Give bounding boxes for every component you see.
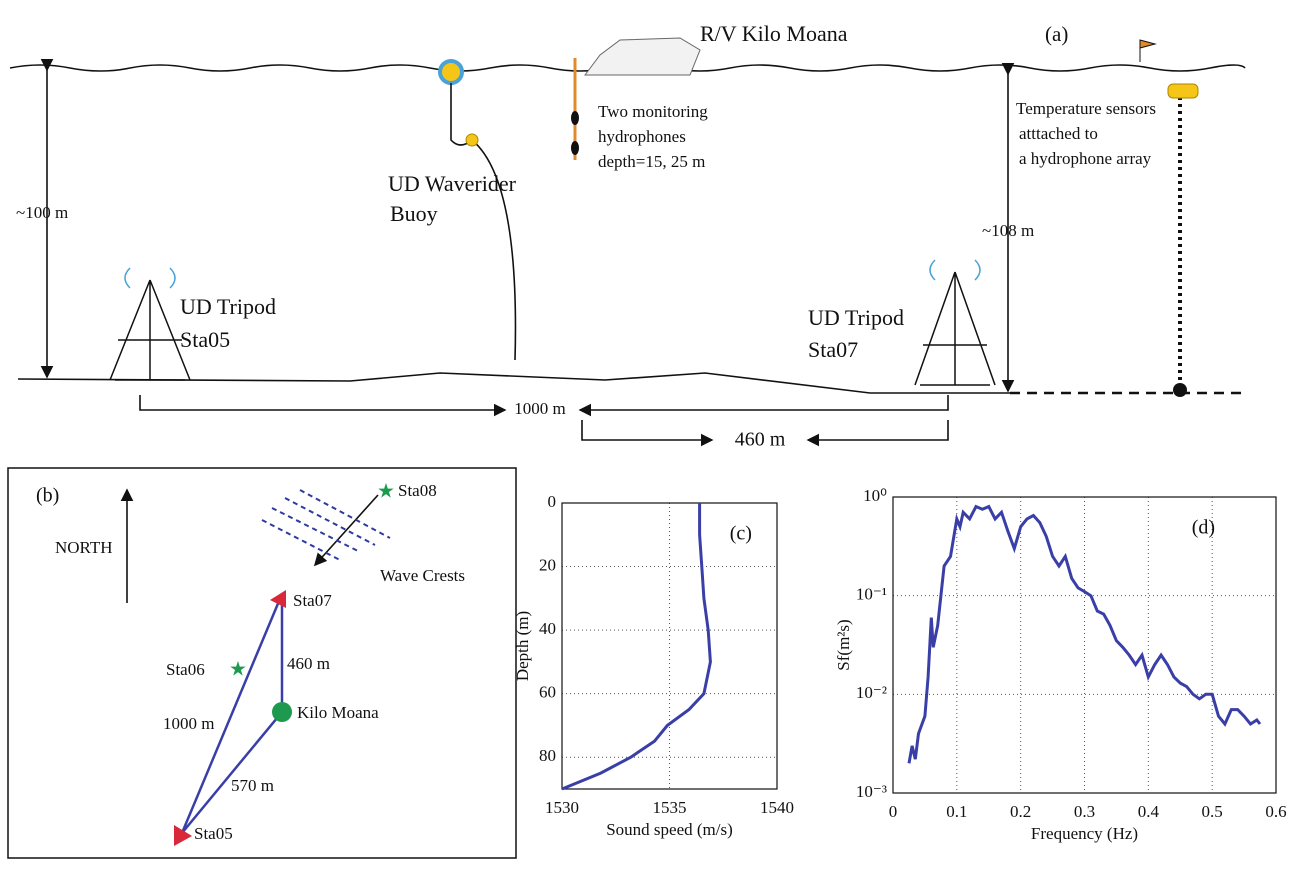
ship	[584, 37, 701, 76]
label: 460 m	[287, 654, 330, 673]
panel-label: (a)	[1045, 22, 1068, 46]
label: 1000 m	[514, 399, 565, 418]
wave-crests	[261, 489, 391, 561]
flag	[1139, 39, 1157, 62]
y-tick-label: 40	[539, 619, 556, 638]
x-tick-label: 0.3	[1074, 802, 1095, 821]
buoy	[438, 59, 464, 85]
x-tick-label: 0.2	[1010, 802, 1031, 821]
label: Buoy	[390, 201, 438, 226]
distance-arrow	[139, 395, 507, 417]
panel-label: (b)	[36, 485, 59, 507]
wave-arrow	[313, 494, 379, 567]
label: Sta07	[293, 591, 332, 610]
frame	[7, 467, 517, 859]
label: depth=15, 25 m	[598, 152, 705, 171]
panel-label: (d)	[1192, 517, 1215, 539]
x-tick-label: 1530	[545, 798, 579, 817]
label: Kilo Moana	[297, 703, 379, 722]
x-tick-label: 1535	[653, 798, 687, 817]
label: Sta07	[808, 337, 858, 362]
label: Sta06	[166, 660, 205, 679]
seafloor	[17, 372, 1010, 394]
panel-b: ★ ★ (b) NORTH Sta08 Wave Crests Sta07 St…	[7, 467, 517, 859]
station	[174, 825, 192, 846]
y-axis-label: Sf(m²s)	[834, 619, 853, 670]
panel-a: (a) R/V Kilo Moana Two monitoring hydrop…	[9, 21, 1246, 451]
y-tick-label: 0	[548, 492, 557, 511]
anchor	[1173, 383, 1187, 397]
y-tick-label: 10⁻³	[856, 782, 887, 801]
panel-label: (c)	[730, 523, 752, 545]
hydrophone	[571, 111, 579, 125]
y-axis-label: Depth (m)	[513, 611, 532, 681]
distance-arrow	[581, 420, 714, 447]
label: 1000 m	[163, 714, 214, 733]
x-tick-label: 0.6	[1265, 802, 1286, 821]
label: Two monitoring	[598, 102, 708, 121]
distance-arrow	[806, 420, 949, 447]
array-float	[1167, 83, 1199, 99]
label: Sta05	[194, 824, 233, 843]
y-tick-label: 10⁻²	[856, 683, 887, 702]
label: Temperature sensors	[1016, 99, 1156, 118]
plot-frame	[892, 496, 1277, 794]
label: atttached to	[1019, 124, 1098, 143]
label: 460 m	[735, 429, 786, 451]
data-line	[907, 504, 1262, 764]
y-tick-label: 20	[539, 555, 556, 574]
hydrophone	[571, 141, 579, 155]
x-tick-label: 0.1	[946, 802, 967, 821]
float	[465, 133, 479, 147]
label: NORTH	[55, 538, 113, 557]
ship-position	[272, 702, 292, 722]
x-axis-label: Frequency (Hz)	[1031, 824, 1138, 843]
data-line	[561, 503, 712, 791]
mooring-line	[450, 83, 517, 361]
y-tick-label: 10⁻¹	[856, 585, 887, 604]
tripod-left	[109, 267, 191, 381]
label: UD Waverider	[388, 171, 517, 196]
label: UD Tripod	[180, 294, 276, 319]
x-axis-label: Sound speed (m/s)	[606, 820, 733, 839]
triangle	[180, 593, 284, 834]
y-tick-label: 10⁰	[863, 486, 887, 505]
ship-label: R/V Kilo Moana	[700, 21, 848, 46]
y-tick-label: 80	[539, 746, 556, 765]
label: hydrophones	[598, 127, 686, 146]
x-tick-label: 0.4	[1138, 802, 1160, 821]
star: ★	[377, 481, 395, 503]
distance-arrow	[578, 395, 949, 417]
station	[270, 590, 286, 608]
tripod-right	[914, 259, 996, 386]
label: UD Tripod	[808, 305, 904, 330]
x-tick-label: 0.5	[1202, 802, 1223, 821]
star: ★	[229, 659, 247, 681]
label: 570 m	[231, 776, 274, 795]
label: a hydrophone array	[1019, 149, 1152, 168]
label: Sta08	[398, 481, 437, 500]
plot-frame	[561, 502, 778, 790]
label: ~108 m	[982, 221, 1034, 240]
label: ~100 m	[16, 203, 68, 222]
label: Wave Crests	[380, 566, 465, 585]
x-tick-label: 1540	[760, 798, 794, 817]
label: Sta05	[180, 327, 230, 352]
x-tick-label: 0	[889, 802, 898, 821]
y-tick-label: 60	[539, 683, 556, 702]
